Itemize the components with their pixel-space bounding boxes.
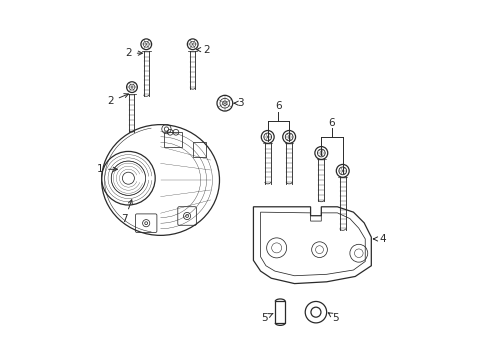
Text: 6: 6 (328, 118, 335, 128)
Text: 2: 2 (196, 45, 210, 55)
Bar (275, 301, 285, 323)
Text: 6: 6 (275, 101, 281, 111)
Text: 5: 5 (327, 312, 338, 323)
Text: 4: 4 (373, 234, 386, 244)
Text: 1: 1 (96, 164, 117, 174)
Text: 7: 7 (122, 200, 132, 224)
Text: 2: 2 (125, 48, 142, 58)
Text: 3: 3 (234, 98, 244, 108)
Text: 5: 5 (260, 312, 272, 323)
Text: 2: 2 (107, 94, 128, 107)
